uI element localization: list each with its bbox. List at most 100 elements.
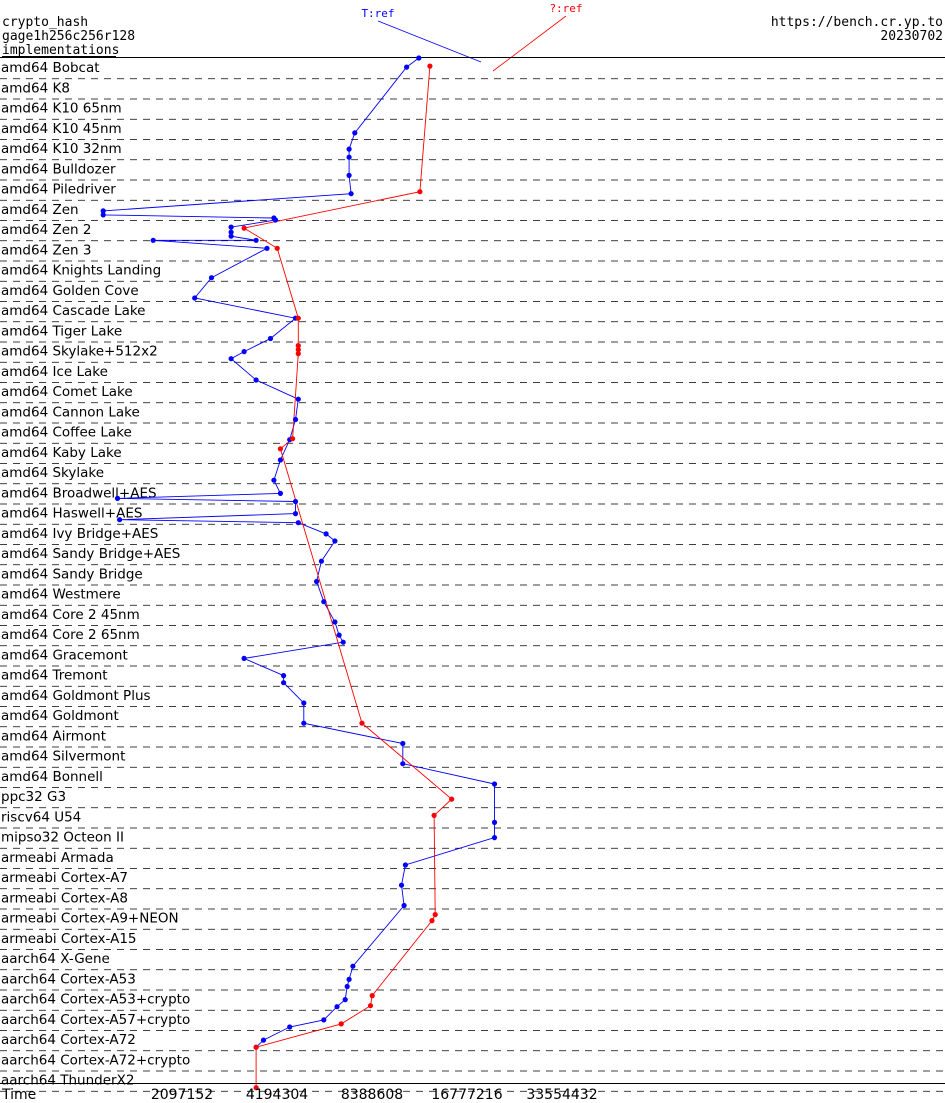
category-label: armeabi Armada	[1, 850, 114, 866]
category-label: amd64 K8	[1, 80, 70, 96]
data-point	[192, 295, 198, 301]
series-lines	[102, 57, 495, 1088]
data-point	[342, 997, 348, 1003]
data-point	[400, 740, 406, 747]
data-point	[404, 64, 410, 70]
data-point	[416, 55, 422, 61]
data-point	[272, 217, 279, 223]
data-point	[295, 347, 301, 353]
data-point	[271, 477, 277, 483]
data-point	[100, 208, 106, 214]
category-label: amd64 Golden Cove	[1, 283, 139, 299]
legend-red-leader	[492, 15, 567, 72]
category-label: amd64 Knights Landing	[1, 263, 161, 279]
category-label: amd64 Bulldozer	[1, 161, 116, 177]
category-label: aarch64 Cortex-A53	[1, 971, 136, 987]
category-label: amd64 Skylake	[1, 465, 104, 481]
legend-blue-label: T:ref	[361, 7, 394, 20]
data-point	[369, 993, 375, 999]
data-point	[253, 1044, 259, 1050]
data-point	[100, 212, 106, 218]
data-point	[117, 517, 123, 523]
data-point	[432, 912, 438, 918]
data-point	[228, 229, 234, 235]
category-label: amd64 Skylake+512x2	[1, 344, 158, 360]
data-point	[332, 619, 338, 625]
data-point	[253, 1085, 259, 1091]
data-point	[264, 245, 270, 251]
category-label: aarch64 Cortex-A53+crypto	[1, 992, 190, 1008]
data-point	[301, 720, 307, 726]
data-point	[321, 1017, 327, 1023]
header: crypto_hash gage1h256c256r128 implementa…	[2, 15, 943, 58]
data-point	[429, 918, 435, 924]
data-point	[228, 356, 234, 362]
category-label: aarch64 ThunderX2	[1, 1073, 134, 1089]
data-point	[292, 510, 299, 517]
category-label: amd64 Tremont	[1, 668, 108, 684]
data-point	[241, 655, 247, 662]
data-point	[352, 130, 358, 136]
category-label: amd64 Cannon Lake	[1, 404, 140, 420]
series-points	[100, 55, 498, 1091]
x-tick-label: 8388608	[341, 1087, 403, 1103]
data-point	[346, 154, 352, 160]
header-date: 20230702	[880, 29, 943, 44]
category-label: ppc32 G3	[1, 789, 66, 805]
category-label: amd64 Ice Lake	[1, 364, 108, 380]
x-tick-label: 16777216	[431, 1087, 502, 1103]
data-point	[228, 233, 234, 239]
data-point	[150, 237, 156, 243]
header-primitive: crypto_hash	[2, 15, 88, 30]
data-point	[281, 680, 287, 686]
data-point	[314, 578, 320, 585]
category-label: armeabi Cortex-A8	[1, 890, 128, 906]
data-point	[323, 531, 329, 537]
data-point	[295, 343, 301, 349]
data-point	[491, 781, 498, 787]
data-point	[398, 882, 405, 888]
category-label: amd64 Kaby Lake	[1, 445, 122, 461]
data-point	[336, 632, 342, 638]
category-label: amd64 Westmere	[1, 587, 121, 603]
data-point	[400, 761, 406, 767]
data-point	[344, 983, 350, 990]
data-point	[346, 146, 352, 152]
category-label: amd64 Tiger Lake	[1, 323, 122, 339]
data-point	[449, 796, 455, 802]
data-point	[346, 976, 352, 983]
category-label: riscv64 U54	[1, 809, 81, 825]
category-label: amd64 Goldmont	[1, 708, 119, 724]
data-point	[295, 520, 301, 526]
header-url: https://bench.cr.yp.to	[771, 15, 943, 30]
data-point	[491, 819, 498, 826]
data-point	[277, 446, 283, 452]
category-label: amd64 Piledriver	[1, 182, 116, 198]
data-point	[277, 457, 283, 463]
category-label: amd64 Goldmont Plus	[1, 688, 151, 704]
data-point	[401, 902, 407, 909]
category-label: aarch64 X-Gene	[1, 951, 110, 967]
data-point	[292, 416, 299, 423]
category-label: amd64 Core 2 45nm	[1, 607, 140, 623]
category-label: amd64 Airmont	[1, 728, 106, 744]
data-point	[417, 189, 423, 195]
data-point	[253, 377, 259, 383]
category-label: amd64 Sandy Bridge+AES	[1, 546, 180, 562]
category-label: amd64 Bobcat	[1, 60, 100, 76]
data-point	[241, 349, 247, 355]
category-label: armeabi Cortex-A15	[1, 931, 137, 947]
data-point	[318, 558, 324, 564]
category-label: aarch64 Cortex-A57+crypto	[1, 1012, 190, 1028]
header-implementation: gage1h256c256r128	[2, 29, 135, 44]
data-point	[427, 63, 433, 69]
data-point	[367, 1003, 374, 1009]
data-point	[332, 538, 338, 544]
x-tick-label: 4194304	[246, 1087, 308, 1103]
category-rows: amd64 Bobcat amd64 K8 amd64 K10 65nm amd64 …	[0, 60, 945, 1092]
data-point	[321, 599, 327, 605]
data-point	[340, 639, 346, 645]
category-label: armeabi Cortex-A7	[1, 870, 128, 886]
data-point	[301, 700, 307, 706]
data-point	[267, 335, 274, 342]
